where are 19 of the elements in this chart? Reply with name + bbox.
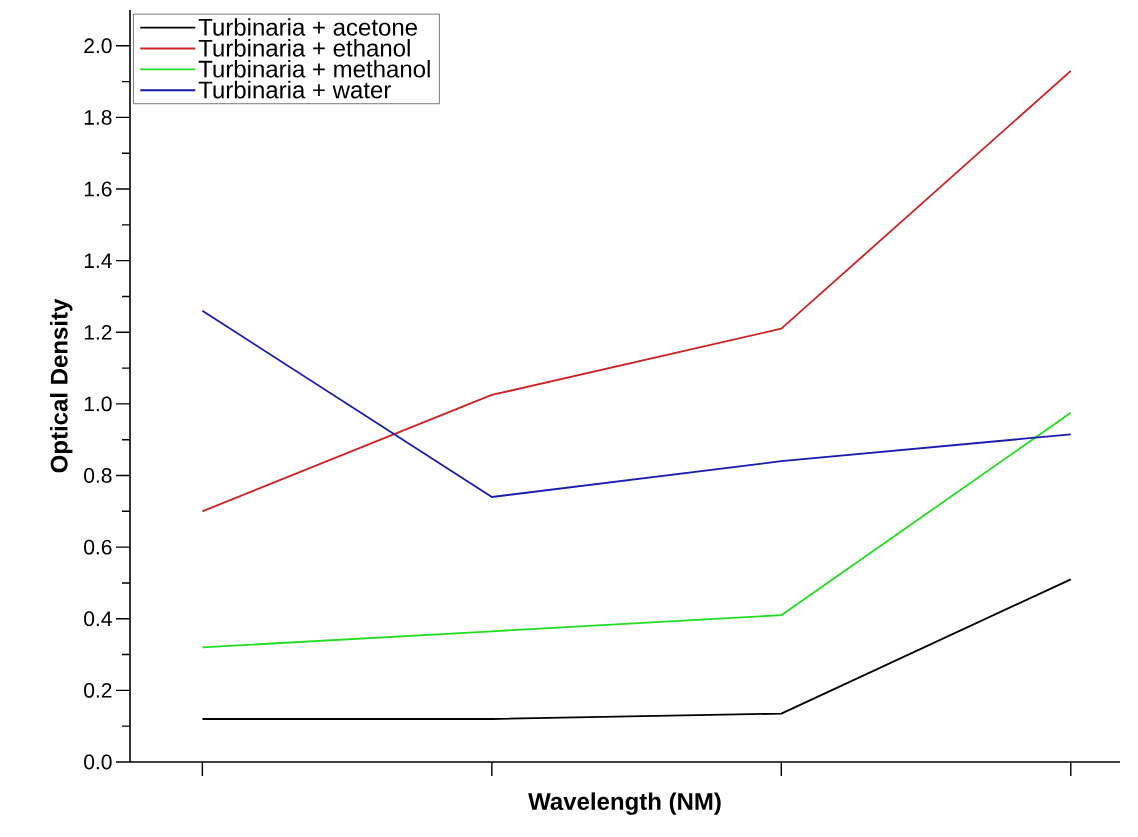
y-axis-title: Optical Density xyxy=(50,298,73,473)
y-tick-label: 1.8 xyxy=(84,109,112,125)
y-tick-label: 0.8 xyxy=(84,468,112,483)
y-tick-label: 0.4 xyxy=(84,611,112,627)
y-tick-label: 1.0 xyxy=(84,396,112,412)
y-tick-label: 0.6 xyxy=(84,539,112,555)
y-tick-label: 2.0 xyxy=(84,38,112,54)
line-series xyxy=(201,309,1072,498)
y-tick-label: 0.0 xyxy=(84,754,112,770)
y-tick-label: 1.4 xyxy=(84,253,112,268)
y-tick-label: 1.6 xyxy=(84,181,112,197)
legend-label: Turbinaria + water xyxy=(198,80,391,99)
legend-label: Turbinaria + acetone xyxy=(198,18,417,36)
line-series xyxy=(201,411,1072,649)
legend-label: Turbinaria + ethanol xyxy=(198,39,410,57)
y-tick-label: 0.2 xyxy=(84,682,112,698)
x-axis-title: Wavelength (NM) xyxy=(528,792,721,815)
y-tick-label: 1.2 xyxy=(84,324,112,340)
legend-label: Turbinaria + methanol xyxy=(198,59,430,78)
